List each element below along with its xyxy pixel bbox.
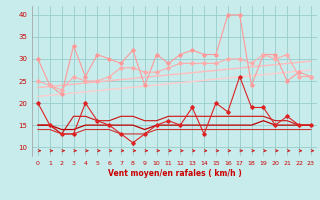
X-axis label: Vent moyen/en rafales ( km/h ): Vent moyen/en rafales ( km/h )	[108, 169, 241, 178]
